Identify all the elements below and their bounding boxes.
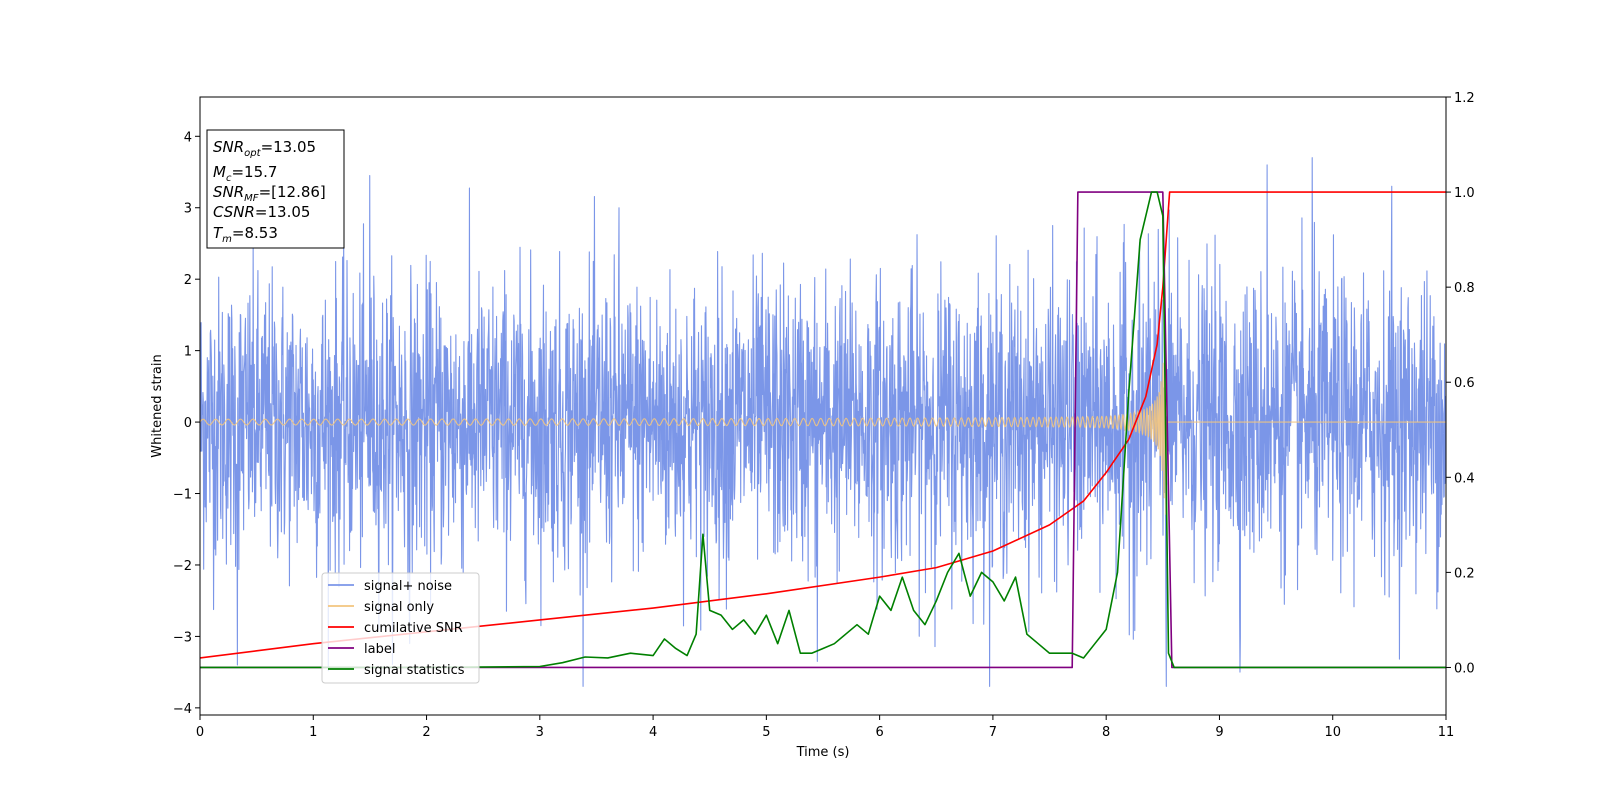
plot-frame (199, 96, 1447, 716)
legend-label-label: label (364, 642, 395, 657)
y-tick-label: −1 (173, 488, 192, 503)
x-tick-label: 6 (875, 725, 883, 740)
info-box: SNRopt=13.05 Mc=15.7SNRMF=[12.86]CSNR=13.… (206, 129, 345, 249)
x-tick-label: 10 (1324, 725, 1341, 740)
x-tick-label: 2 (422, 725, 430, 740)
x-tick-label: 3 (536, 725, 544, 740)
x-tick-label: 0 (196, 725, 204, 740)
series-signal-only-line (200, 331, 1446, 515)
y2-tick-label: 1.2 (1454, 91, 1475, 106)
y-tick-label: −3 (173, 630, 192, 645)
x-tick-label: 7 (989, 725, 997, 740)
x-tick-label: 8 (1102, 725, 1110, 740)
x-tick-label: 5 (762, 725, 770, 740)
y2-tick-label: 0.6 (1454, 376, 1475, 391)
x-axis-label: Time (s) (796, 745, 850, 760)
y-tick-label: 2 (184, 273, 192, 288)
x-tick-label: 4 (649, 725, 657, 740)
legend-label-signal-only: signal only (364, 600, 434, 615)
y2-tick-label: 0.4 (1454, 471, 1475, 486)
y-tick-label: 0 (184, 416, 192, 431)
y-tick-label: −4 (173, 702, 192, 717)
y2-tick-label: 1.0 (1454, 186, 1475, 201)
legend-label-signal-statistics: signal statistics (364, 663, 465, 678)
series-signal-statistics-line (200, 191, 1446, 669)
y-tick-label: 3 (184, 202, 192, 217)
legend-label-cumilative-snr: cumilative SNR (364, 621, 463, 636)
legend: signal+ noise signal only cumilative SNR la… (321, 572, 480, 684)
x-tick-label: 1 (309, 725, 317, 740)
info-line: Tm=8.53 (213, 224, 278, 245)
series-signal-noise-line (200, 157, 1446, 687)
y-axis-label: Whitened strain (150, 354, 165, 457)
y2-tick-label: 0.8 (1454, 281, 1475, 296)
y2-tick-label: 0.0 (1454, 661, 1475, 676)
y-tick-label: 4 (184, 130, 192, 145)
info-line: Mc=15.7 (213, 163, 277, 184)
x-tick-label: 9 (1215, 725, 1223, 740)
x-tick-label: 11 (1438, 725, 1455, 740)
legend-label-signal-noise: signal+ noise (364, 579, 452, 594)
y-tick-label: −2 (173, 559, 192, 574)
y-tick-label: 1 (184, 345, 192, 360)
info-line: SNRopt=13.05 (213, 138, 316, 159)
info-line: SNRMF=[12.86] (213, 183, 326, 204)
info-line: CSNR=13.05 (213, 203, 310, 221)
legend-frame (321, 572, 480, 684)
info-box-frame (206, 129, 345, 249)
ticks-layer: 0 1 2 3 4 5 6 7 8 9 10 11 −4 −3 −2 −1 0 1 2 3 4 0.0 0.2 0.4 0.6 0… (173, 91, 1475, 740)
y2-tick-label: 0.2 (1454, 566, 1475, 581)
